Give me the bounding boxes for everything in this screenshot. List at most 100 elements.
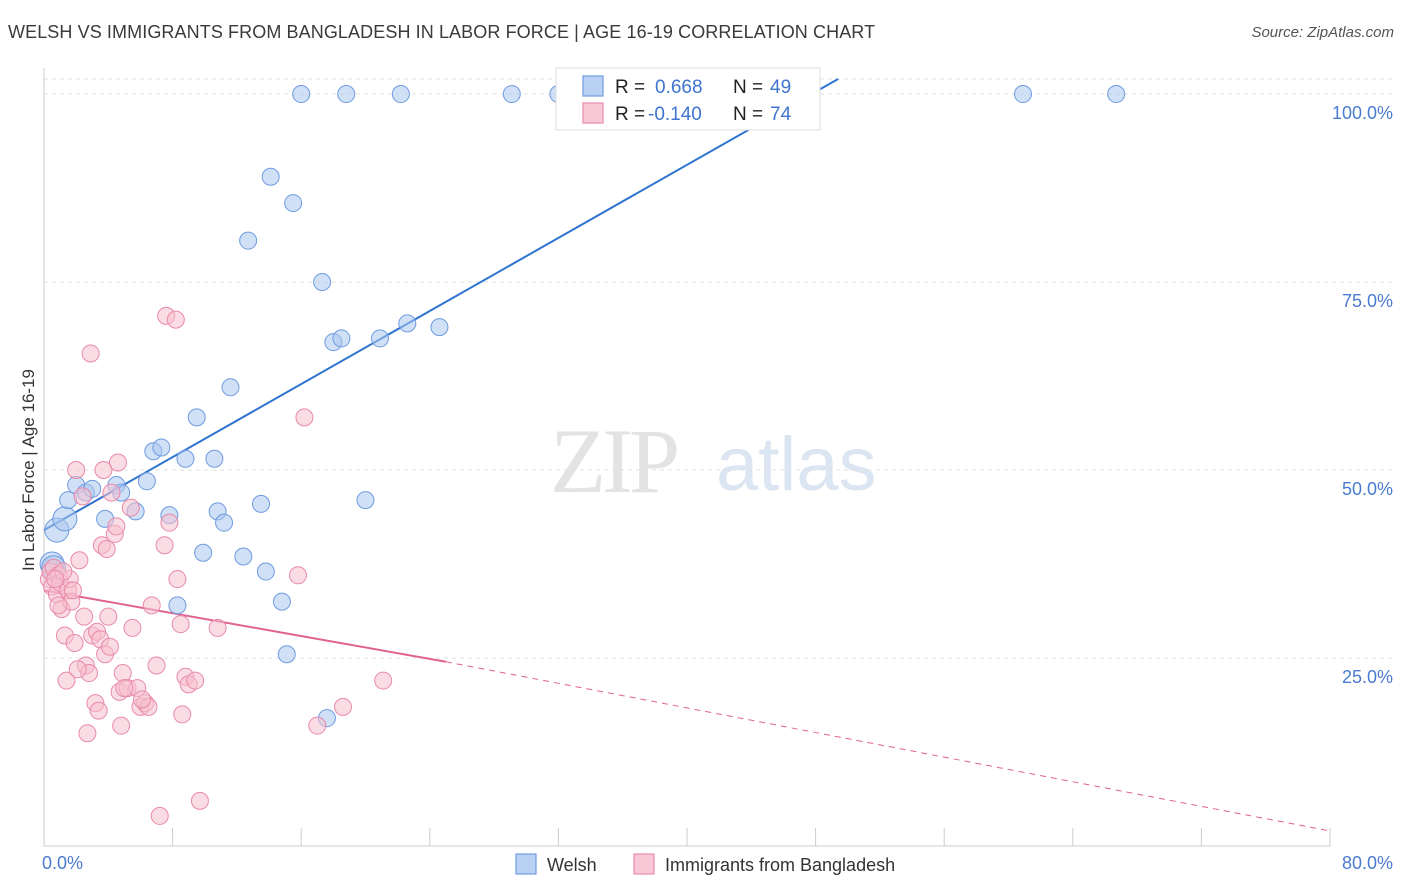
bangladesh-point — [57, 671, 76, 690]
bangladesh-point — [75, 607, 94, 626]
gridlines — [44, 78, 1395, 659]
bangladesh-point — [155, 536, 174, 555]
bangladesh-point — [186, 671, 205, 690]
legend-r-label-2: R = — [615, 104, 645, 125]
bangladesh-point — [94, 461, 113, 480]
welsh-point — [292, 85, 311, 104]
bangladesh-point — [78, 724, 97, 743]
bangladesh-point — [147, 656, 166, 675]
welsh-point — [502, 85, 521, 104]
trend-lines — [43, 78, 1331, 832]
legend-r-label-1: R = — [615, 77, 645, 98]
legend-n-label-1: N = — [733, 77, 763, 98]
bangladesh-point — [150, 806, 169, 825]
series-legend-bangladesh: Immigrants from Bangladesh — [665, 855, 895, 875]
bangladesh-point — [67, 461, 86, 480]
y-tick-label: 75.0% — [1342, 291, 1393, 311]
bangladesh-point — [65, 633, 84, 652]
welsh-point — [137, 472, 156, 491]
series-legend-welsh: Welsh — [547, 855, 597, 875]
welsh-point — [176, 449, 195, 468]
stats-legend: R = 0.668 N = 49 R = -0.140 N = 74 — [555, 67, 821, 131]
bangladesh-point — [70, 551, 89, 570]
axes — [43, 68, 1331, 847]
bangladesh-point — [108, 453, 127, 472]
bangladesh-point — [374, 671, 393, 690]
legend-n-value-2: 74 — [770, 104, 792, 125]
bangladesh-point — [166, 310, 185, 329]
tick-labels: 25.0% 50.0% 75.0% 100.0% 0.0% 80.0% — [42, 103, 1393, 873]
welsh-point — [256, 562, 275, 581]
bangladesh-point — [295, 408, 314, 427]
series-legend-swatch-welsh — [515, 853, 537, 875]
bangladesh-point — [81, 344, 100, 363]
bangladesh-point — [173, 705, 192, 724]
bangladesh-point — [68, 660, 87, 679]
bangladesh-point — [123, 618, 142, 637]
bangladesh-point — [113, 664, 132, 683]
watermark-zip: ZIP — [550, 410, 677, 512]
trend-line-0 — [43, 78, 839, 532]
welsh-point — [391, 85, 410, 104]
welsh-point — [239, 231, 258, 250]
welsh-point — [187, 408, 206, 427]
bangladesh-point — [73, 487, 92, 506]
welsh-point — [272, 592, 291, 611]
welsh-point — [194, 543, 213, 562]
welsh-point — [261, 167, 280, 186]
bangladesh-point — [308, 716, 327, 735]
bangladesh-point — [142, 596, 161, 615]
legend-r-value-1: 0.668 — [655, 77, 703, 98]
bangladesh-point — [112, 716, 131, 735]
bangladesh-point — [49, 596, 68, 615]
bangladesh-point — [46, 570, 65, 589]
bangladesh-point — [100, 637, 119, 656]
welsh-point — [252, 494, 271, 513]
bangladesh-point — [171, 615, 190, 634]
legend-swatch-welsh — [582, 75, 604, 97]
x-tick-label: 80.0% — [1342, 853, 1393, 873]
welsh-point — [356, 491, 375, 510]
bangladesh-point — [115, 679, 134, 698]
y-tick-label: 100.0% — [1332, 103, 1393, 123]
bangladesh-point — [133, 690, 152, 709]
welsh-point — [430, 318, 449, 337]
welsh-point — [221, 378, 240, 397]
welsh-point — [234, 547, 253, 566]
welsh-point — [313, 273, 332, 292]
x-tick-label: 0.0% — [42, 853, 83, 873]
welsh-point — [284, 194, 303, 213]
chart-title: WELSH VS IMMIGRANTS FROM BANGLADESH IN L… — [8, 22, 876, 42]
series-legend-swatch-bangladesh — [633, 853, 655, 875]
welsh-point — [1107, 85, 1126, 104]
legend-swatch-bangladesh — [582, 102, 604, 124]
welsh-point — [398, 314, 417, 333]
legend-n-value-1: 49 — [770, 77, 791, 98]
welsh-point — [370, 329, 389, 348]
bangladesh-point — [160, 513, 179, 532]
bangladesh-point — [97, 539, 116, 558]
trend-line-1 — [43, 589, 447, 663]
welsh-point — [168, 596, 187, 615]
welsh-point — [215, 513, 234, 532]
welsh-point — [52, 506, 78, 532]
welsh-point — [1013, 85, 1032, 104]
y-tick-label: 25.0% — [1342, 667, 1393, 687]
data-points — [39, 85, 1126, 825]
legend-n-label-2: N = — [733, 104, 763, 125]
bangladesh-point — [333, 697, 352, 716]
welsh-point — [205, 449, 224, 468]
bangladesh-point — [107, 517, 126, 536]
trend-line-extension-1 — [445, 661, 1331, 832]
watermark-atlas: atlas — [716, 422, 877, 507]
source-label: Source: ZipAtlas.com — [1251, 24, 1394, 41]
bangladesh-point — [89, 701, 108, 720]
welsh-point — [277, 645, 296, 664]
y-axis-label: In Labor Force | Age 16-19 — [19, 369, 38, 571]
welsh-point — [337, 85, 356, 104]
bangladesh-point — [63, 581, 82, 600]
welsh-point — [332, 329, 351, 348]
bangladesh-point — [121, 498, 140, 517]
legend-r-value-2: -0.140 — [648, 104, 702, 125]
